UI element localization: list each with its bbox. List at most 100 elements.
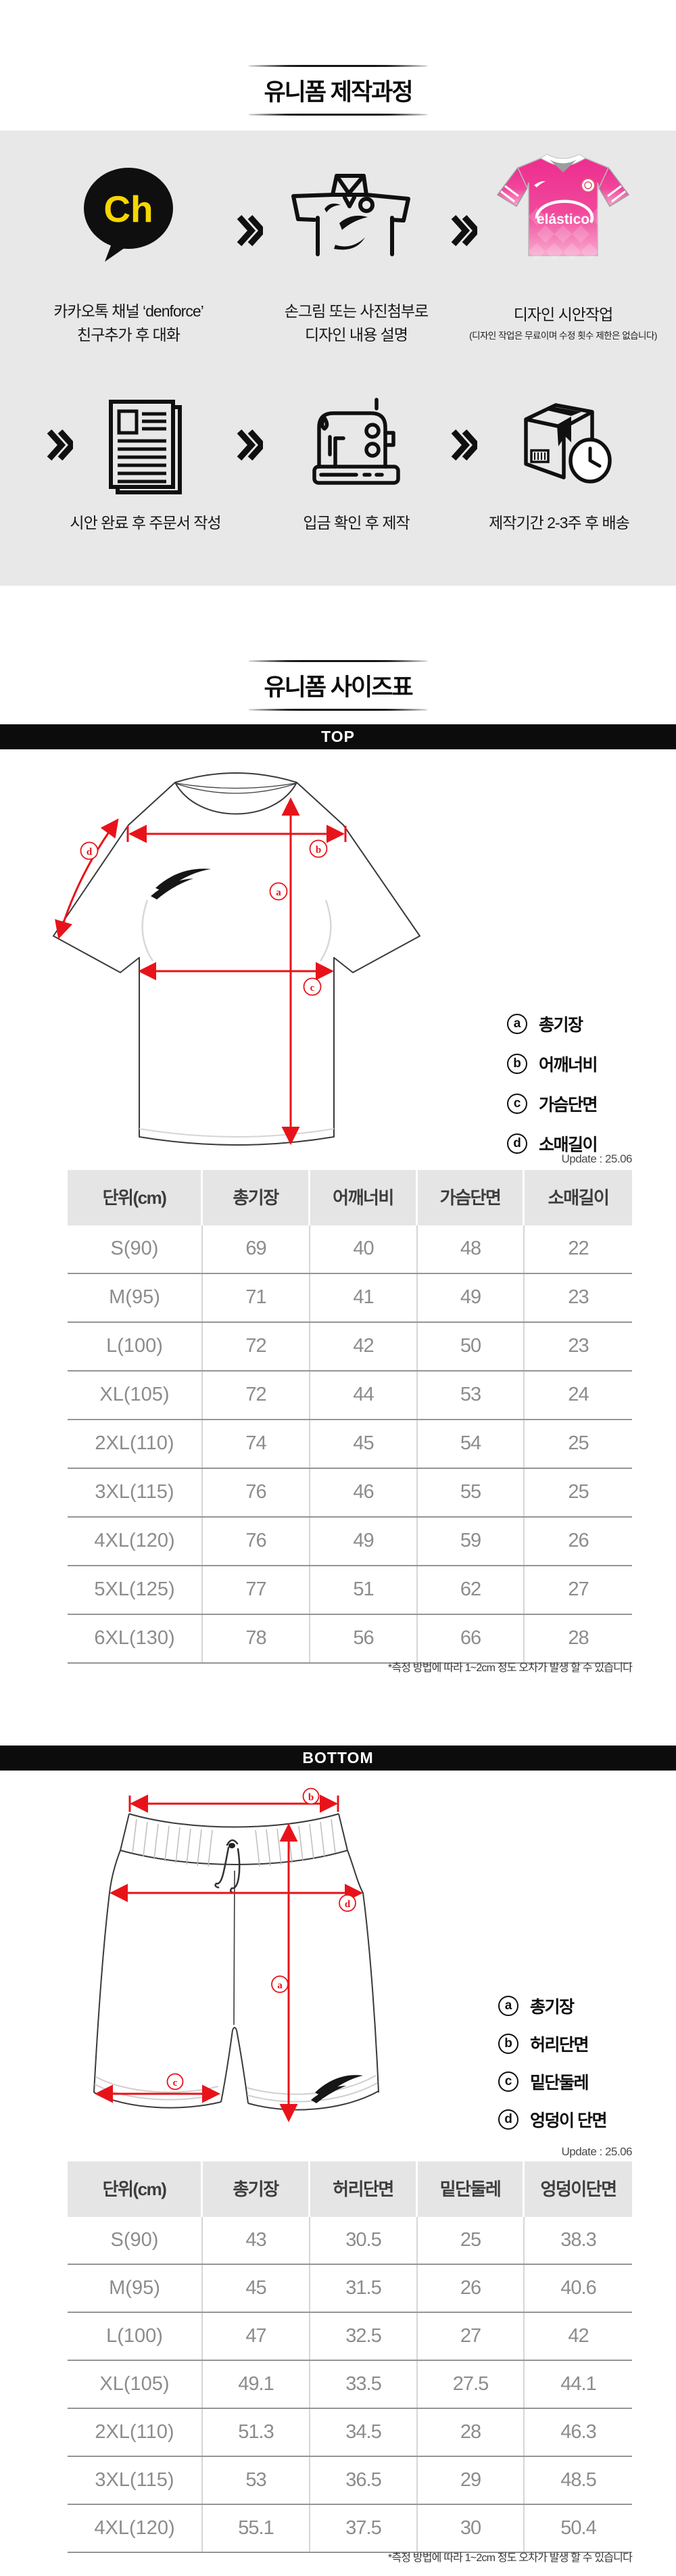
size-name-cell: 4XL(120)	[68, 1518, 203, 1565]
size-name-cell: 5XL(125)	[68, 1566, 203, 1614]
size-name-cell: 3XL(115)	[68, 2457, 203, 2504]
measure-cell: 66	[418, 1615, 525, 1662]
size-row: 4XL(120) 76 49 59 26	[68, 1518, 632, 1566]
column-header: 단위(cm)	[68, 1170, 203, 1225]
table-header-row: 단위(cm) 총기장 허리단면 밑단둘레 엉덩이단면	[68, 2161, 632, 2217]
legend-key: a	[498, 1996, 518, 2016]
measure-cell: 71	[203, 1274, 310, 1321]
measure-cell: 23	[568, 1286, 589, 1308]
measure-cell: 49	[310, 1518, 418, 1565]
table-body: S(90) 43 30.5 25 38.3 M(95) 45 31.5 26 40.6 L(100)…	[68, 2217, 632, 2553]
size-row: 2XL(110) 51.3 34.5 28 46.3	[68, 2409, 632, 2457]
measure-cell: 40	[310, 1225, 418, 1273]
measure-footnote: *측정 방법에 따라 1~2cm 정도 오차가 발생 할 수 있습니다	[387, 1662, 633, 1674]
legend-key: b	[507, 1054, 527, 1074]
measure-cell: 46.3	[560, 2421, 596, 2443]
measure-cell: 25	[568, 1481, 589, 1503]
size-row: 6XL(130) 78 56 66 28	[68, 1615, 632, 1664]
size-name-cell: XL(105)	[68, 2361, 203, 2408]
size-name-cell: S(90)	[68, 1225, 203, 1273]
legend-label: 총기장	[539, 1016, 583, 1035]
svg-text:Ch: Ch	[103, 188, 153, 230]
column-header: 어깨너비	[310, 1170, 418, 1225]
measure-cell: 46	[310, 1469, 418, 1516]
svg-text:d: d	[87, 847, 93, 858]
step-label-line: 디자인 내용 설명	[305, 326, 408, 344]
legend-item: a 총기장	[507, 1012, 597, 1036]
measure-cell: 26	[418, 2265, 525, 2312]
measure-cell: 26	[568, 1530, 589, 1551]
size-title: 유니폼 사이즈표	[264, 674, 413, 701]
legend-key: a	[507, 1014, 527, 1034]
measure-cell: 72	[203, 1372, 310, 1419]
svg-text:elástico: elástico	[537, 212, 589, 227]
size-name-cell: L(100)	[68, 2313, 203, 2360]
column-header: 허리단면	[310, 2161, 418, 2217]
measure-cell: 27	[568, 1578, 589, 1600]
measure-cell: 55	[418, 1469, 525, 1516]
bottom-section-bar: BOTTOM	[0, 1746, 676, 1771]
measure-cell: 54	[418, 1420, 525, 1468]
measure-cell: 76	[203, 1518, 310, 1565]
legend-key: d	[507, 1133, 527, 1154]
size-name-cell: 6XL(130)	[68, 1615, 203, 1662]
measure-cell: 22	[568, 1238, 589, 1259]
process-title-block: 유니폼 제작과정	[249, 65, 427, 116]
measure-cell: 30	[418, 2505, 525, 2552]
measure-cell: 72	[203, 1323, 310, 1370]
measure-cell: 69	[203, 1225, 310, 1273]
measure-cell: 41	[310, 1274, 418, 1321]
svg-text:b: b	[308, 1792, 314, 1803]
step-label-line: 손그림 또는 사진첨부로	[284, 302, 429, 320]
step-label: 입금 확인 후 제작	[303, 514, 410, 532]
legend-key: c	[507, 1094, 527, 1114]
legend-label: 총기장	[530, 1998, 575, 2017]
pink-jersey-icon: elástico	[496, 154, 630, 260]
update-label: Update : 25.06	[561, 1152, 632, 1165]
measure-cell: 33.5	[310, 2361, 418, 2408]
step-label: 제작기간 2-3주 후 배송	[489, 514, 630, 532]
measure-cell: 51	[310, 1566, 418, 1614]
column-header: 밑단둘레	[418, 2161, 525, 2217]
measure-cell: 47	[203, 2313, 310, 2360]
svg-text:c: c	[173, 2078, 178, 2088]
measure-cell: 44	[310, 1372, 418, 1419]
measure-cell: 30.5	[310, 2217, 418, 2264]
measure-cell: 36.5	[310, 2457, 418, 2504]
measure-cell: 62	[418, 1566, 525, 1614]
kakao-channel-icon: Ch	[84, 168, 173, 262]
size-name-cell: 2XL(110)	[68, 1420, 203, 1468]
measure-cell: 55.1	[203, 2505, 310, 2552]
top-legend: a 총기장 b 어깨너비 c 가슴단면 d 소매길이	[507, 1012, 598, 1171]
column-header: 가슴단면	[418, 1170, 525, 1225]
measure-cell: 37.5	[310, 2505, 418, 2552]
double-chevron-icon	[451, 214, 477, 247]
legend-item: b 어깨너비	[507, 1052, 598, 1076]
svg-text:a: a	[277, 1980, 283, 1991]
measure-cell: 51.3	[203, 2409, 310, 2456]
measure-cell: 48	[418, 1225, 525, 1273]
legend-key: d	[498, 2109, 518, 2130]
step-label: 카카오톡 채널 ‘denforce’ 친구추가 후 대화	[37, 300, 220, 347]
measure-cell: 59	[418, 1518, 525, 1565]
size-row: M(95) 45 31.5 26 40.6	[68, 2265, 632, 2313]
measure-cell: 27.5	[418, 2361, 525, 2408]
size-name-cell: 2XL(110)	[68, 2409, 203, 2456]
hand-drawn-shirt-icon	[291, 174, 410, 256]
measure-cell: 44.1	[560, 2373, 596, 2395]
size-row: S(90) 43 30.5 25 38.3	[68, 2217, 632, 2265]
measure-cell: 42	[310, 1323, 418, 1370]
legend-item: a 총기장	[498, 1994, 606, 2018]
size-row: L(100) 47 32.5 27 42	[68, 2313, 632, 2361]
column-header: 소매길이	[525, 1170, 632, 1225]
measure-cell: 28	[418, 2409, 525, 2456]
size-row: S(90) 69 40 48 22	[68, 1225, 632, 1274]
measure-cell: 49.1	[203, 2361, 310, 2408]
divider-line	[249, 660, 427, 662]
measure-cell: 28	[568, 1627, 589, 1649]
measure-cell: 50	[418, 1323, 525, 1370]
column-header: 총기장	[203, 2161, 310, 2217]
measure-cell: 77	[203, 1566, 310, 1614]
measure-cell: 27	[418, 2313, 525, 2360]
measure-cell: 53	[203, 2457, 310, 2504]
